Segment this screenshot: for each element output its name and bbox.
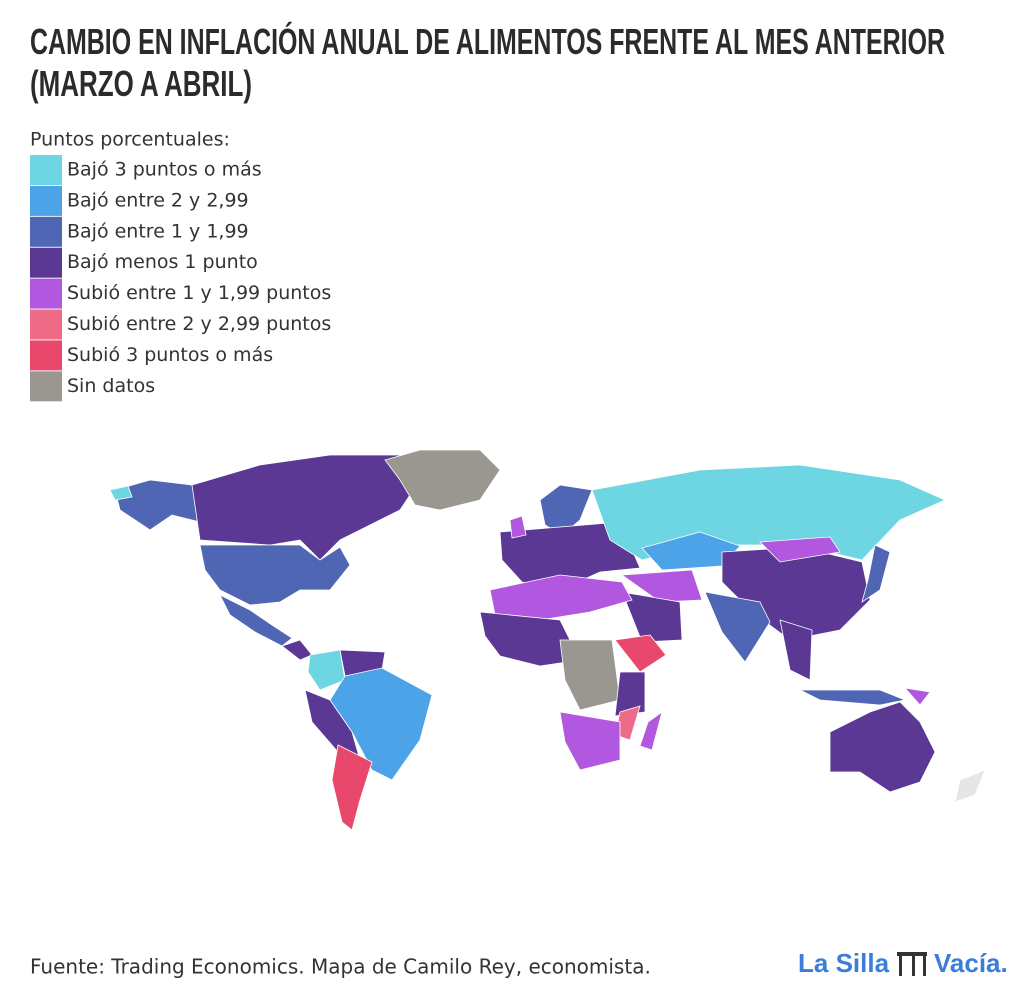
region [614,671,646,717]
logo-icon [897,952,927,976]
region [704,591,771,663]
legend-swatch [30,185,62,216]
world-map [109,449,986,831]
region [759,536,841,563]
region [829,701,936,793]
legend-label: Bajó entre 2 y 2,99 [67,189,249,211]
region [191,454,421,561]
region [479,611,581,667]
legend-swatch [30,309,62,340]
logo-text: Vacía. [934,948,1008,978]
region [559,639,621,711]
region [219,594,293,647]
logo-text: La Silla [798,948,890,978]
region [799,689,907,706]
legend-label: Bajó menos 1 punto [67,251,258,273]
region [331,744,373,831]
region [539,484,593,536]
region [307,649,346,691]
region [509,515,527,539]
legend-swatch [30,247,62,278]
legend-label: Bajó 3 puntos o más [67,159,262,181]
region [199,544,351,606]
region [384,449,501,511]
title-line: (MARZO A ABRIL) [30,63,252,104]
region [620,569,703,603]
region [861,544,891,603]
source: Fuente: Trading Economics. Mapa de Camil… [30,955,651,979]
legend-label: Subió 3 puntos o más [67,344,273,366]
region [559,711,621,771]
legend-swatch [30,278,62,309]
legend-label: Subió entre 1 y 1,99 puntos [67,282,331,304]
region [639,711,663,751]
region [591,464,946,561]
legend-label: Sin datos [67,375,155,397]
region [954,769,986,803]
region [109,485,133,501]
region [114,479,201,531]
legend-swatch [30,371,62,402]
legend: Bajó 3 puntos o más Bajó entre 2 y 2,99 Ba… [30,155,331,402]
legend-swatch [30,340,62,371]
region [903,687,931,706]
region [614,634,667,673]
legend-label: Bajó entre 1 y 1,99 [67,220,249,242]
region [281,639,313,661]
title-line: CAMBIO EN INFLACIÓN ANUAL DE ALIMENTOS F… [30,20,945,62]
logo: La Silla Vacía. [798,948,1008,978]
legend-swatch [30,216,62,247]
legend-swatch [30,155,62,185]
region [779,619,813,681]
legend-label: Subió entre 2 y 2,99 puntos [67,313,331,335]
region [621,591,683,643]
region [489,574,633,621]
legend-title: Puntos porcentuales: [30,129,230,151]
